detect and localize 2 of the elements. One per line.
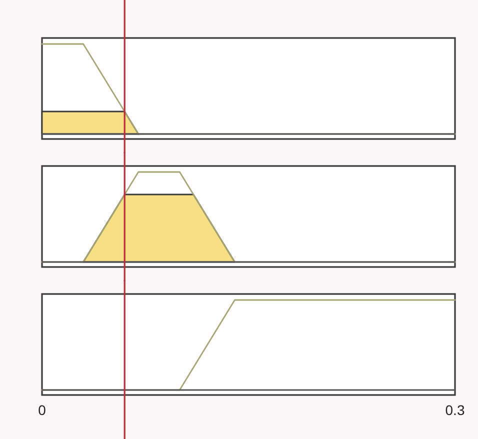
x-tick-label: 0	[38, 402, 46, 418]
x-tick-label: 0.3	[445, 402, 465, 418]
